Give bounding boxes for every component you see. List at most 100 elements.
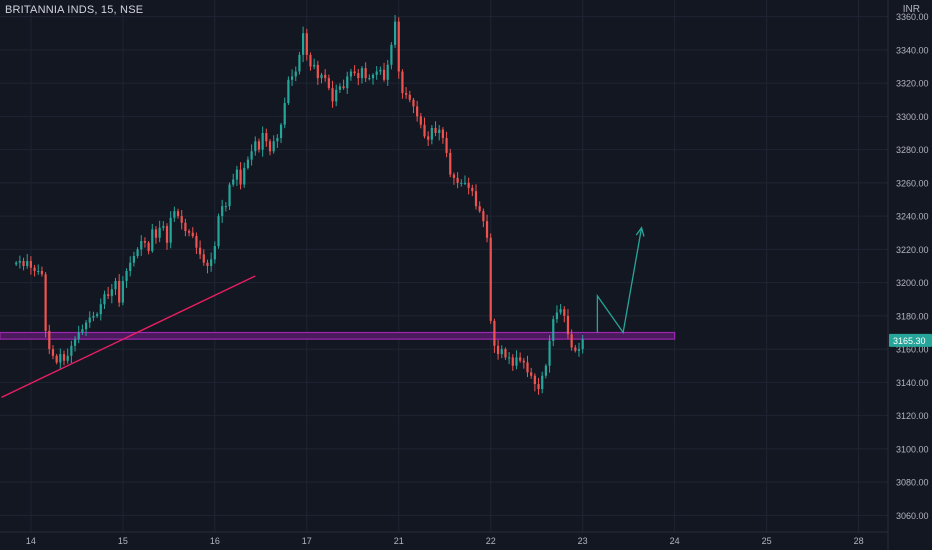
candle-body <box>162 226 165 228</box>
candle-body <box>430 128 433 140</box>
candle-body <box>290 76 294 80</box>
candle-body <box>96 314 99 316</box>
candle-body <box>140 241 143 250</box>
candle-body <box>250 151 253 160</box>
candle-body <box>353 71 356 74</box>
candle-body <box>147 242 150 252</box>
candle-body <box>460 182 463 184</box>
candle-body <box>154 229 158 238</box>
candle-body <box>416 106 419 117</box>
price-axis[interactable]: 3060.00 3080.00 3100.00 3120.00 3140.00 3160.… <box>889 12 932 521</box>
candle-body <box>313 64 316 67</box>
candle-body <box>485 221 489 238</box>
candle-body <box>570 334 573 348</box>
x-tick-label: 15 <box>118 536 128 546</box>
candle-body <box>180 216 183 223</box>
projection-arrow-head <box>635 226 645 237</box>
candle-body <box>55 355 58 363</box>
candle-body <box>232 179 235 185</box>
candle-body <box>59 354 62 363</box>
support-zone-layer <box>0 331 676 340</box>
candle-body <box>217 216 220 247</box>
candle-body <box>268 141 272 152</box>
candle-body <box>294 71 297 77</box>
candle-body <box>357 73 360 79</box>
candle-body <box>169 217 172 243</box>
candle-body <box>151 229 154 252</box>
x-tick-label: 24 <box>670 536 680 546</box>
candle-body <box>29 261 33 268</box>
y-tick-label: 3340.00 <box>896 45 929 55</box>
y-tick-label: 3280.00 <box>896 145 929 155</box>
candle-body <box>184 222 187 232</box>
candle-body <box>195 236 198 248</box>
support-zone <box>0 331 676 340</box>
candle-body <box>496 345 500 355</box>
candle-body <box>62 354 66 361</box>
candle-body <box>305 33 308 55</box>
candle-body <box>243 167 246 185</box>
y-tick-label: 3260.00 <box>896 178 929 188</box>
candle-body <box>199 247 202 255</box>
candle-body <box>125 270 128 281</box>
candle-body <box>15 262 18 265</box>
candle-body <box>129 262 132 271</box>
candle-body <box>254 141 257 152</box>
candle-body <box>423 124 426 137</box>
candle-body <box>22 261 25 266</box>
candle-body <box>478 206 481 212</box>
candle-body <box>511 357 514 366</box>
candle-body <box>246 159 250 168</box>
y-tick-label: 3160.00 <box>896 345 929 355</box>
current-price-badge <box>889 333 932 347</box>
candle-body <box>210 259 213 266</box>
candle-body <box>221 206 224 217</box>
candle-body <box>552 319 555 341</box>
candlestick-series <box>15 15 584 395</box>
current-price-label: 3165.30 <box>893 336 926 346</box>
y-tick-label: 3180.00 <box>896 311 929 321</box>
candle-body <box>224 206 227 208</box>
candle-body <box>33 267 36 271</box>
candle-body <box>283 103 286 125</box>
y-tick-label: 3300.00 <box>896 112 929 122</box>
y-tick-label: 3320.00 <box>896 79 929 89</box>
y-tick-label: 3200.00 <box>896 278 929 288</box>
y-tick-label: 3220.00 <box>896 245 929 255</box>
trendline <box>1 275 256 398</box>
candle-body <box>92 315 95 318</box>
candle-body <box>44 274 47 331</box>
trendline-layer <box>1 275 256 398</box>
y-tick-label: 3240.00 <box>896 212 929 222</box>
candle-body <box>463 182 467 184</box>
candle-body <box>364 68 367 79</box>
candle-body <box>206 262 209 266</box>
candle-body <box>504 349 507 358</box>
y-tick-label: 3060.00 <box>896 511 929 521</box>
candle-body <box>298 54 301 72</box>
candle-body <box>26 261 29 266</box>
candle-body <box>397 21 400 72</box>
candle-body <box>121 280 124 303</box>
candle-body <box>107 294 110 296</box>
candle-body <box>500 349 503 355</box>
candle-body <box>445 137 448 153</box>
candle-body <box>191 232 194 237</box>
candle-body <box>441 129 444 138</box>
currency-label: INR <box>902 4 920 15</box>
candle-body <box>456 177 459 183</box>
x-tick-label: 28 <box>854 536 864 546</box>
candle-body <box>515 357 518 366</box>
candle-body <box>371 74 375 79</box>
candle-body <box>320 74 323 79</box>
y-tick-label: 3120.00 <box>896 411 929 421</box>
candle-body <box>471 187 474 192</box>
candle-body <box>335 89 338 102</box>
time-axis[interactable]: 14 15 16 17 21 22 23 24 25 28 <box>26 536 864 546</box>
candle-body <box>382 69 386 80</box>
candle-body <box>412 99 415 107</box>
candle-body <box>566 315 570 335</box>
candle-body <box>526 362 529 373</box>
candle-body <box>48 330 51 350</box>
